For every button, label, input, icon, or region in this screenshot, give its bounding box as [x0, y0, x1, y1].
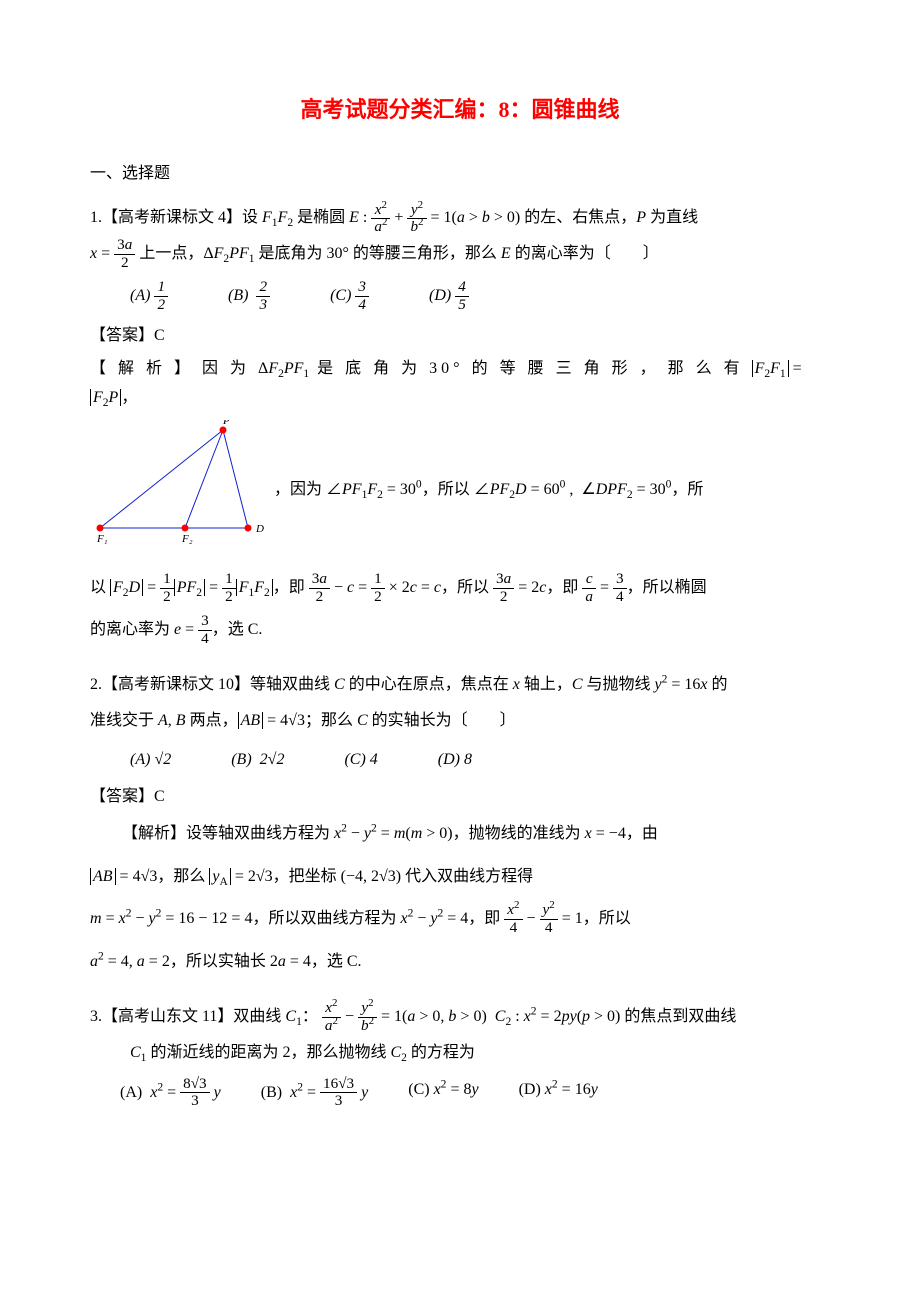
q2-ana2b: ，把坐标 [273, 868, 341, 885]
q2-ana1a: 【解析】设等轴双曲线方程为 [122, 825, 334, 842]
q2-ta: 的中心在原点，焦点在 [345, 676, 513, 693]
q3-ta: ： [302, 1008, 318, 1025]
q1-tc: 为直线 [646, 209, 698, 226]
q2-ana3: m = x2 − y2 = 16 − 12 = 4，所以双曲线方程为 x2 − … [90, 900, 830, 938]
q2-l2c: ；那么 [305, 712, 357, 729]
q2-tb: 轴上， [520, 676, 572, 693]
q1-ana-pre: 【 解 析 】 因 为 [90, 360, 258, 377]
q2-ana2c: 代入双曲线方程得 [401, 868, 533, 885]
q3-option-d: (D) x2 = 16y [519, 1076, 598, 1110]
q2-ana3c: ，所以 [583, 910, 631, 927]
section-heading: 一、选择题 [90, 160, 830, 189]
q1-l2c: 的离心率为〔 〕 [511, 245, 659, 262]
q1-line2: x = 3a2 上一点，ΔF2PF1 是底角为 30° 的等腰三角形，那么 E … [90, 236, 830, 272]
q1-option-c: (C) 34 [330, 279, 369, 313]
q3-opt-c-label: (C) [408, 1081, 429, 1098]
q1-ana3b: ，即 [273, 579, 309, 596]
q1-ana2d: ，所 [671, 481, 703, 498]
q2-option-c: (C) 4 [344, 746, 377, 775]
q1-option-d: (D) 45 [429, 279, 469, 313]
q1-ta: 是椭圆 [293, 209, 349, 226]
q1-ana4a: 的离心率为 [90, 621, 174, 638]
q3-option-a: (A) x2 = 8√33 y [120, 1076, 221, 1110]
q2-ana3a: ，所以双曲线方程为 [252, 910, 400, 927]
q2-ana4b: ，选 C. [311, 953, 362, 970]
q2-l2a: 准线交于 [90, 712, 158, 729]
q1-ana2b: ，所以 [422, 481, 474, 498]
q2-l2b: 两点， [186, 712, 238, 729]
q1-opt-b-label: (B) [228, 287, 248, 304]
q1-opt-c-label: (C) [330, 287, 351, 304]
q1-analysis-line4: 的离心率为 e = 34，选 C. [90, 611, 830, 649]
q1-option-a: (A) 12 [130, 279, 168, 313]
q2-option-b: (B) 2√2 [231, 746, 284, 775]
q3-tb: 的焦点到双曲线 [620, 1008, 736, 1025]
q2-ana3b: ，即 [468, 910, 504, 927]
q1-ana3c: ，所以 [441, 579, 493, 596]
q1-ana4b: ，选 C. [212, 621, 263, 638]
q2-opt-a-label: (A) [130, 751, 150, 768]
svg-text:P: P [222, 420, 230, 427]
q1-option-b: (B) 23 [228, 279, 270, 313]
svg-text:D: D [255, 523, 264, 535]
q1-ana3a: 以 [90, 579, 110, 596]
q3-line2: C1 的渐近线的距离为 2，那么抛物线 C2 的方程为 [90, 1035, 830, 1070]
q2-ana4: a2 = 4, a = 2，所以实轴长 2a = 4，选 C. [90, 943, 830, 981]
q1-analysis-line3: 以 F2D = 12PF2 = 12F1F2，即 3a2 − c = 12 × … [90, 569, 830, 607]
q3-opt-d-label: (D) [519, 1081, 541, 1098]
q2-ana1b: ，抛物线的准线为 [453, 825, 585, 842]
q3-l2b: 的方程为 [407, 1044, 475, 1061]
q1-analysis-line1: 【 解 析 】 因 为 ΔF2PF1 是 底 角 为 30° 的 等 腰 三 角… [90, 355, 830, 413]
q2-ana1c: ，由 [626, 825, 658, 842]
svg-text:F₁: F₁ [96, 533, 108, 545]
q1-opt-a-label: (A) [130, 287, 150, 304]
q1-ana2a: ，因为 [274, 481, 326, 498]
q2-ana4a: ，所以实轴长 [170, 953, 270, 970]
triangle-diagram: F₁ F₂ D P [90, 420, 270, 560]
question-3: 3.【高考山东文 11】双曲线 C1： x2a2 − y2b2 = 1(a > … [90, 999, 830, 1110]
q2-opt-b-label: (B) [231, 751, 251, 768]
q1-options: (A) 12 (B) 23 (C) 34 (D) 45 [90, 279, 830, 313]
q1-l2b: 是底角为 30° 的等腰三角形，那么 [255, 245, 501, 262]
svg-text:F₂: F₂ [181, 533, 193, 545]
q3-l2a: 的渐近线的距离为 2，那么抛物线 [146, 1044, 390, 1061]
q1-tb: 的左、右焦点， [520, 209, 636, 226]
q1-answer: 【答案】C [90, 322, 830, 351]
q1-head: 1.【高考新课标文 4】设 [90, 209, 262, 226]
question-1: 1.【高考新课标文 4】设 F1F2 是椭圆 E : x2a2 + y2b2 =… [90, 200, 830, 649]
q1-body: 1.【高考新课标文 4】设 F1F2 是椭圆 E : x2a2 + y2b2 =… [90, 200, 830, 236]
q2-td: 的 [708, 676, 728, 693]
q2-ana2: AB = 4√3，那么 yA = 2√3，把坐标 (−4, 2√3) 代入双曲线… [90, 858, 830, 896]
q3-head: 3.【高考山东文 11】双曲线 [90, 1008, 285, 1025]
q2-ana2a: ，那么 [157, 868, 209, 885]
q3-option-c: (C) x2 = 8y [408, 1076, 478, 1110]
q1-opt-d-label: (D) [429, 287, 451, 304]
q2-ana1: 【解析】设等轴双曲线方程为 x2 − y2 = m(m > 0)，抛物线的准线为… [90, 815, 830, 853]
q2-head: 2.【高考新课标文 10】等轴双曲线 [90, 676, 334, 693]
q2-tc: 与抛物线 [583, 676, 655, 693]
q2-l2d: 的实轴长为〔 〕 [368, 712, 516, 729]
q3-line1: 3.【高考山东文 11】双曲线 C1： x2a2 − y2b2 = 1(a > … [90, 999, 830, 1035]
q2-option-a: (A) √2 [130, 746, 171, 775]
q3-options: (A) x2 = 8√33 y (B) x2 = 16√33 y (C) x2 … [90, 1076, 830, 1110]
q2-options: (A) √2 (B) 2√2 (C) 4 (D) 8 [90, 746, 830, 775]
page-title: 高考试题分类汇编：8：圆锥曲线 [90, 90, 830, 130]
q1-ana3d: ，即 [546, 579, 582, 596]
q3-opt-a-label: (A) [120, 1084, 142, 1101]
q1-analysis-diagram-line: F₁F₂DP ，因为 ∠PF1F2 = 300，所以 ∠PF2D = 600 ,… [90, 416, 830, 564]
q3-opt-b-label: (B) [261, 1084, 282, 1101]
q1-ana3e: ，所以椭圆 [627, 579, 707, 596]
q2-line2: 准线交于 A, B 两点，AB = 4√3；那么 C 的实轴长为〔 〕 [90, 703, 830, 738]
question-2: 2.【高考新课标文 10】等轴双曲线 C 的中心在原点，焦点在 x 轴上，C 与… [90, 667, 830, 981]
q3-option-b: (B) x2 = 16√33 y [261, 1076, 368, 1110]
q2-line1: 2.【高考新课标文 10】等轴双曲线 C 的中心在原点，焦点在 x 轴上，C 与… [90, 667, 830, 702]
q2-answer: 【答案】C [90, 783, 830, 812]
q1-l2a: 上一点， [139, 245, 203, 262]
q1-ana-mid: 是 底 角 为 30° 的 等 腰 三 角 形 ， 那 么 有 [309, 360, 751, 377]
q2-option-d: (D) 8 [438, 746, 472, 775]
